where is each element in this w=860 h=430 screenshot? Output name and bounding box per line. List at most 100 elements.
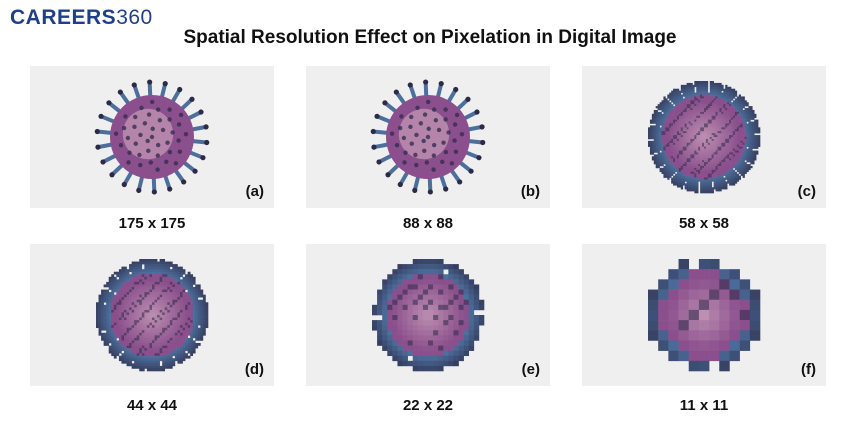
pixel-cell — [719, 169, 722, 173]
pixel-cell — [752, 138, 755, 142]
pixel-cell — [684, 158, 687, 161]
pixel-cell — [752, 129, 755, 132]
pixel-cell — [680, 179, 684, 182]
pixel-cell — [721, 179, 724, 182]
pixel-cell — [438, 269, 444, 275]
pixel-cell — [154, 340, 158, 344]
pixel-cell — [124, 304, 127, 308]
pixel-cell — [182, 287, 186, 290]
pixel-cell — [704, 162, 707, 165]
pixel-cell — [152, 332, 155, 336]
pixel-cell — [702, 90, 705, 93]
pixel-cell — [719, 88, 722, 91]
pixel-cell — [723, 117, 726, 120]
pixel-cell — [180, 345, 183, 349]
pixel-cell — [136, 325, 140, 329]
pixel-cell — [713, 137, 716, 140]
pixel-cell — [653, 154, 657, 157]
pixel-cell — [651, 117, 655, 120]
pixel-cell — [126, 307, 130, 311]
pixel-cell — [702, 135, 705, 138]
pixel-cell — [667, 152, 670, 155]
pixel-cell — [732, 115, 736, 118]
pixel-cell — [686, 127, 689, 130]
pixel-cell — [671, 92, 674, 95]
pixel-cell — [669, 154, 672, 157]
pixel-cell — [154, 264, 158, 267]
pixel-cell — [185, 279, 188, 283]
pixel-cell — [185, 302, 188, 306]
pixel-cell — [129, 289, 132, 293]
image-panel-f: (f) — [582, 244, 826, 386]
pixel-cell — [709, 330, 720, 341]
pixel-cell — [746, 129, 749, 132]
pixel-cell — [136, 281, 140, 285]
pixel-cell — [727, 125, 730, 128]
pixel-cell — [663, 140, 666, 144]
pixel-cell — [182, 294, 186, 298]
pixel-cell — [738, 156, 741, 159]
pixel-cell — [700, 146, 703, 149]
pixel-cell — [680, 158, 684, 161]
pixel-cell — [721, 177, 724, 180]
pixel-cell — [678, 154, 682, 157]
pixel-cell — [182, 284, 186, 288]
pixel-cell — [118, 358, 122, 362]
pixel-cell — [723, 127, 726, 130]
pixel-cell — [705, 96, 709, 99]
pixel-cell — [167, 274, 171, 278]
pixel-cell — [688, 152, 691, 155]
pixel-cell — [667, 100, 670, 103]
pixel-cell — [653, 156, 657, 159]
pixel-cell — [719, 164, 722, 167]
pixel-cell — [732, 169, 736, 173]
pixel-cell — [690, 108, 693, 111]
pixel-cell — [746, 165, 749, 169]
pixel-cell — [707, 177, 711, 180]
pixel-cell — [468, 284, 475, 290]
pixel-cell — [172, 327, 176, 331]
pixel-cell — [136, 261, 140, 265]
pixel-cell — [655, 162, 658, 165]
pixel-cell — [121, 281, 125, 285]
pixel-cell — [667, 167, 670, 171]
pixel-cell — [680, 102, 684, 105]
pixel-cell — [668, 299, 679, 311]
pixel-cell — [727, 100, 730, 103]
pixel-cell — [736, 135, 740, 138]
pixel-cell — [159, 330, 163, 334]
pixel-cell — [659, 123, 662, 126]
pixel-cell — [692, 121, 695, 124]
pixel-cell — [162, 332, 166, 336]
pixel-cell — [717, 90, 720, 93]
pixel-cell — [682, 86, 685, 90]
pixel-cell — [704, 135, 707, 138]
pixel-cell — [669, 108, 672, 111]
pixel-cell — [111, 337, 115, 341]
pixel-cell — [746, 104, 749, 107]
pixel-cell — [748, 131, 751, 134]
pixel-cell — [192, 307, 196, 311]
pixel-cell — [103, 312, 107, 316]
pixel-cell — [698, 350, 710, 362]
pixel-cell — [705, 135, 709, 138]
pixel-cell — [118, 294, 122, 298]
pixel-cell — [159, 343, 163, 346]
pixel-cell — [157, 332, 160, 336]
pixel-cell — [126, 271, 130, 275]
pixel-cell — [665, 125, 668, 128]
pixel-cell — [157, 312, 160, 316]
pixel-cell — [696, 104, 699, 107]
pixel-cell — [729, 119, 732, 122]
pixel-cell — [139, 284, 143, 288]
pixel-cell — [187, 299, 191, 303]
pixel-cell — [108, 276, 112, 280]
pixel-cell — [736, 133, 740, 136]
pixel-cell — [744, 171, 747, 174]
pixel-cell — [736, 100, 740, 103]
pixel-cell — [387, 320, 393, 326]
pixel-cell — [667, 164, 670, 167]
pixel-cell — [185, 274, 188, 278]
pixel-cell — [101, 332, 104, 336]
pixel-cell — [709, 138, 713, 142]
